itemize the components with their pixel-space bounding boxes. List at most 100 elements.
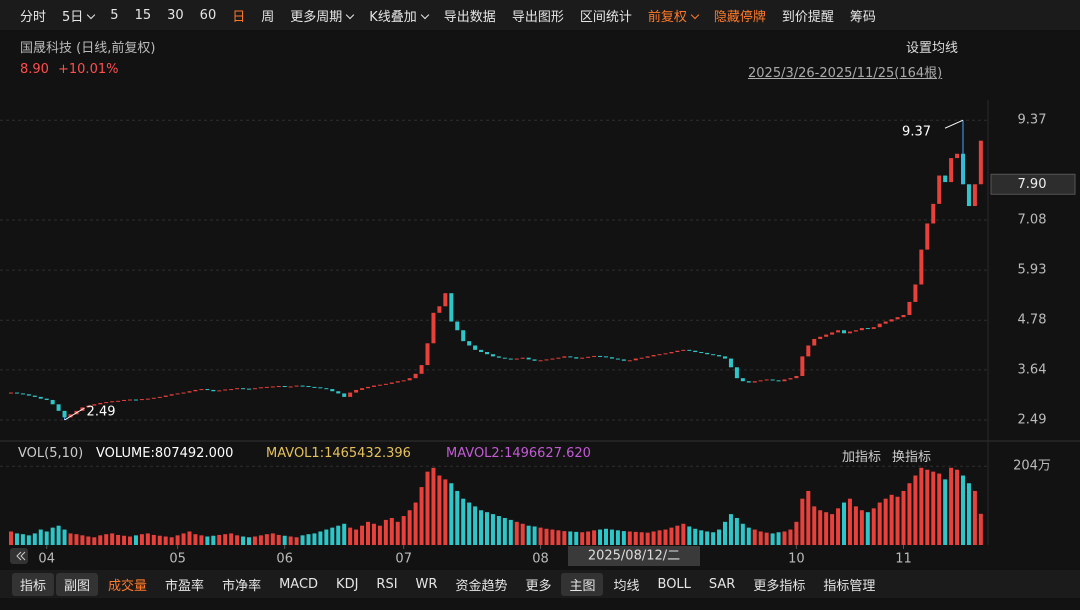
toolbar-item[interactable]: 隐藏停牌: [713, 9, 766, 25]
volume-bar: [44, 531, 49, 545]
vol-title: VOL(5,10): [18, 446, 84, 461]
toolbar-item[interactable]: 日: [232, 9, 246, 25]
volume-bar: [193, 534, 198, 545]
candle: [395, 381, 400, 383]
candle: [437, 306, 442, 313]
candle: [496, 356, 501, 358]
candle: [502, 357, 507, 359]
toolbar-item[interactable]: 前复权: [640, 6, 706, 25]
candle: [723, 356, 727, 359]
indicator-tab[interactable]: WR: [415, 576, 438, 592]
volume-bar: [764, 532, 769, 545]
volume-bar: [919, 467, 924, 545]
volume-bar: [770, 533, 775, 545]
volume-bar: [568, 531, 573, 545]
swap-indicator[interactable]: 换指标: [892, 450, 932, 465]
candle: [758, 380, 763, 382]
volume-bar: [705, 531, 710, 545]
y-tick-label: 4.78: [1018, 313, 1047, 328]
volume-bar: [693, 528, 698, 545]
indicator-tab[interactable]: 主图: [561, 572, 604, 596]
indicator-tab[interactable]: KDJ: [336, 576, 359, 592]
candle: [627, 360, 632, 362]
toolbar-item[interactable]: 5日: [54, 6, 102, 25]
indicator-tab[interactable]: 副图: [56, 572, 99, 596]
annotation-label: 9.37: [902, 125, 931, 140]
candle: [746, 381, 751, 383]
volume-bar: [895, 496, 900, 545]
candle: [128, 399, 132, 401]
volume-bar: [651, 531, 656, 545]
toolbar-item[interactable]: 到价提醒: [781, 9, 834, 25]
volume-bar: [419, 487, 424, 545]
volume-bar: [9, 531, 13, 545]
candle: [455, 321, 460, 331]
indicator-tab[interactable]: 均线: [613, 578, 640, 594]
candle: [473, 345, 478, 350]
volume-bar: [514, 521, 519, 545]
volume-bar: [574, 531, 579, 545]
volume-bar: [366, 521, 370, 545]
candle: [44, 398, 49, 400]
indicator-tab[interactable]: 资金趋势: [455, 578, 508, 594]
volume-bar: [455, 490, 460, 545]
indicator-tab[interactable]: 指标管理: [823, 578, 876, 594]
x-tick-label: 11: [895, 552, 912, 567]
indicator-tab[interactable]: 市盈率: [165, 578, 205, 594]
volume-bar: [229, 533, 234, 545]
volume-bar: [788, 529, 793, 545]
toolbar-item[interactable]: 15: [134, 7, 152, 23]
toolbar-item[interactable]: 更多周期: [282, 6, 361, 25]
scroll-left[interactable]: [10, 548, 28, 564]
candle: [883, 321, 888, 324]
toolbar-item[interactable]: 30: [167, 7, 184, 23]
candle: [50, 399, 55, 405]
candle: [520, 357, 525, 359]
candle: [199, 389, 204, 391]
candle: [229, 389, 234, 391]
volume-bar: [752, 529, 757, 545]
candle: [294, 385, 299, 387]
indicator-tab[interactable]: MACD: [279, 576, 319, 592]
toolbar-item[interactable]: 分时: [20, 9, 47, 25]
toolbar-item[interactable]: 区间统计: [579, 9, 632, 25]
volume-bar: [348, 527, 353, 545]
candle: [514, 358, 519, 360]
toolbar-item[interactable]: 周: [261, 9, 275, 25]
ma-setting[interactable]: 设置均线: [906, 41, 959, 56]
toolbar-item[interactable]: 60: [199, 7, 217, 23]
indicator-tab[interactable]: 更多指标: [753, 578, 806, 594]
volume-bar: [157, 535, 162, 545]
candle: [282, 386, 287, 388]
volume-bar: [26, 535, 31, 545]
volume-bar: [20, 534, 25, 545]
candle: [818, 336, 823, 339]
toolbar-item[interactable]: 导出数据: [443, 9, 496, 25]
candle: [32, 395, 37, 397]
indicator-tab[interactable]: RSI: [376, 576, 398, 592]
candle: [247, 388, 251, 390]
toolbar-item[interactable]: K线叠加: [361, 6, 436, 25]
toolbar-item[interactable]: 导出图形: [511, 9, 564, 25]
indicator-tab[interactable]: BOLL: [657, 576, 691, 592]
candle: [139, 399, 144, 401]
toolbar: 分时 5日 5 15 30 60 日周更多周期 K线叠加 导出数据 导出图形 区间统计 前复权 隐藏停牌…: [0, 0, 1080, 30]
indicator-tab[interactable]: 更多: [525, 578, 552, 594]
volume-bar: [330, 527, 335, 545]
volume-bar: [128, 536, 132, 545]
indicator-tab[interactable]: 指标: [12, 572, 55, 596]
add-indicator[interactable]: 加指标: [842, 450, 882, 465]
indicator-tab[interactable]: 市净率: [222, 578, 262, 594]
toolbar-item[interactable]: 筹码: [849, 9, 876, 25]
indicator-tab[interactable]: 成交量: [108, 578, 148, 594]
candle: [604, 356, 608, 358]
volume-bar: [139, 534, 144, 545]
candle: [782, 379, 787, 382]
volume-bar: [865, 512, 870, 545]
toolbar-item[interactable]: 5: [110, 7, 119, 23]
indicator-tab[interactable]: SAR: [708, 576, 736, 592]
volume-bar: [776, 532, 781, 545]
volume-bar: [425, 471, 430, 545]
volume-bar: [145, 533, 150, 545]
volume-bar: [211, 535, 216, 545]
